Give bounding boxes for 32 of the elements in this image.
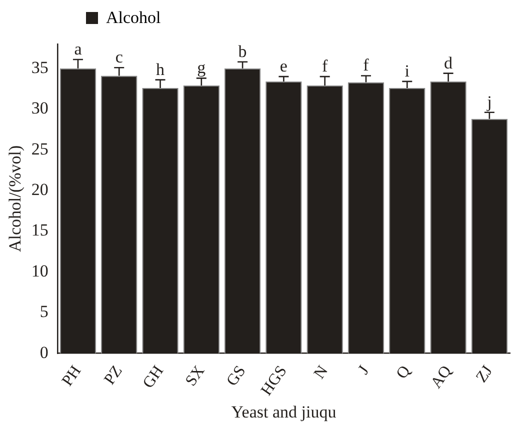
x-tick-label: N bbox=[311, 362, 332, 382]
x-tick-label: PZ bbox=[101, 362, 126, 388]
x-tick-label: Q bbox=[393, 362, 414, 382]
y-tick-label: 30 bbox=[31, 98, 48, 118]
x-axis-title: Yeast and jiuqu bbox=[231, 402, 337, 422]
y-tick-label: 20 bbox=[31, 180, 48, 200]
annotation: f bbox=[322, 56, 328, 76]
x-tick-label: J bbox=[355, 362, 373, 378]
annotation: e bbox=[280, 56, 288, 76]
annotation: g bbox=[197, 58, 206, 78]
annotation: h bbox=[156, 60, 166, 79]
y-tick-label: 5 bbox=[40, 302, 48, 322]
y-tick-label: 0 bbox=[40, 342, 48, 362]
x-tick-label: GH bbox=[140, 362, 168, 392]
x-tick-label: AQ bbox=[428, 362, 456, 392]
annotation: f bbox=[363, 56, 370, 75]
annotation: j bbox=[486, 92, 492, 112]
x-tick-label: ZJ bbox=[473, 362, 496, 386]
y-axis-title: Alcohol/(%vol) bbox=[6, 145, 25, 252]
annotation: i bbox=[404, 61, 410, 80]
x-tick-label: SX bbox=[182, 362, 208, 390]
y-tick-label: 35 bbox=[31, 58, 48, 77]
legend-label: Alcohol bbox=[106, 8, 161, 28]
annotation: d bbox=[444, 53, 454, 72]
x-tick-label: GS bbox=[224, 362, 250, 390]
annotation: a bbox=[74, 39, 82, 58]
y-tick-label: 25 bbox=[31, 139, 48, 158]
annotation: c bbox=[115, 48, 124, 67]
y-tick-label: 15 bbox=[31, 220, 48, 240]
x-tick-label: PH bbox=[59, 362, 85, 390]
annotation: b bbox=[238, 42, 247, 61]
y-tick-label: 10 bbox=[31, 261, 48, 280]
